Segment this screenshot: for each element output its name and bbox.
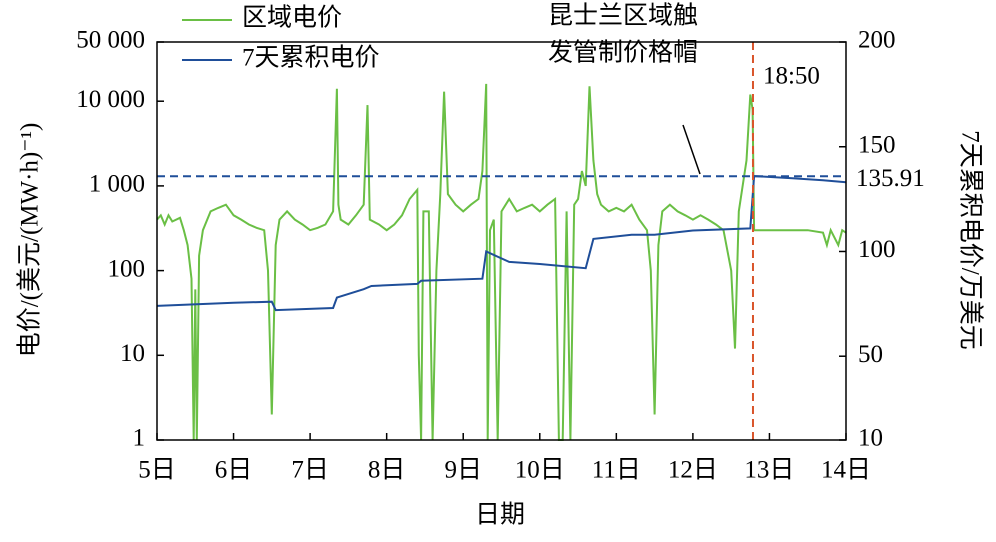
- x-tick-label: 14日: [821, 457, 871, 484]
- x-tick-label: 13日: [744, 457, 794, 484]
- y-axis-label: 电价/(美元/(MW·h)⁻¹): [16, 123, 44, 358]
- x-tick-label: 11日: [592, 457, 641, 484]
- annotation: 135.91: [856, 165, 925, 192]
- y2-axis-label: 7天累积电价/万美元: [956, 130, 984, 349]
- y-tick-label: 10 000: [76, 86, 145, 113]
- x-axis-label: 日期: [475, 502, 525, 529]
- y2-tick-label: 50: [858, 341, 883, 368]
- series-line: [156, 83, 847, 441]
- x-tick-label: 9日: [444, 457, 482, 484]
- annotation: 昆士兰区域触: [548, 2, 698, 30]
- y2-tick-label: 200: [858, 27, 896, 54]
- series-line: [156, 175, 847, 312]
- y2-tick-label: 10: [858, 425, 883, 452]
- annotation: 发管制价格帽: [548, 39, 698, 67]
- x-tick-label: 10日: [515, 457, 565, 484]
- legend-label: 7天累积电价: [242, 44, 380, 72]
- y-tick-label: 1: [133, 425, 146, 452]
- x-tick-label: 12日: [668, 457, 718, 484]
- x-tick-label: 5日: [138, 457, 176, 484]
- y-tick-label: 10: [120, 340, 145, 367]
- y2-tick-label: 100: [858, 236, 896, 263]
- y2-tick-label: 150: [858, 131, 896, 158]
- annotation: 18:50: [763, 63, 820, 90]
- y-tick-label: 100: [108, 255, 146, 282]
- x-tick-label: 8日: [368, 457, 406, 484]
- y-tick-label: 1 000: [89, 171, 145, 198]
- plot-frame: [156, 41, 847, 441]
- x-tick-label: 7日: [291, 457, 329, 484]
- y-tick-label: 50 000: [76, 27, 145, 54]
- x-tick-label: 6日: [215, 457, 253, 484]
- annotation-arrow: [682, 124, 701, 175]
- legend-label: 区域电价: [242, 4, 342, 32]
